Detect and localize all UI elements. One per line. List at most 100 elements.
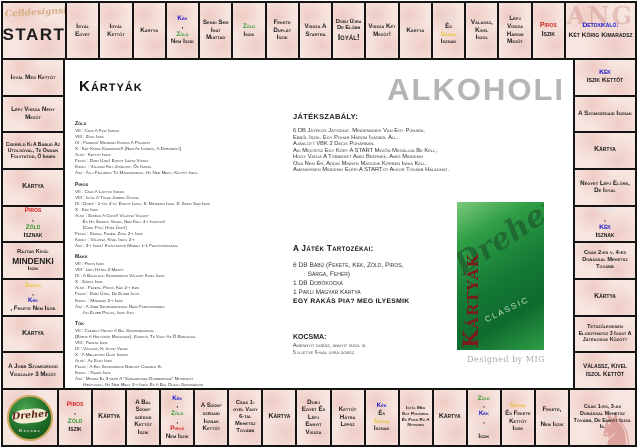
board-cell-right-8: Tetszőlegesen Eloszthatsz 3 Ivást A Játé…	[575, 317, 635, 352]
cell-text-segment: Lépj Vissza Három Mezőt	[506, 15, 524, 46]
cell-text-segment: ,	[176, 402, 179, 410]
cell-text-segment: Isznak	[23, 232, 43, 240]
card-rule-line: VII : Cserélj Helyet A Bal Szomszédoddal	[75, 327, 155, 333]
board-cell-bottom-9: Kettőt Hátra Lépsz	[332, 390, 364, 445]
board-cell-left-1: Igyál Még Kettőt	[3, 60, 63, 95]
board-cell-top-5: Senki Sem Ihat Miattad	[200, 3, 231, 58]
label-watermark: RANG	[566, 3, 634, 30]
cell-text-segment: Sárga	[25, 282, 41, 290]
board-cell-top-1: Igyál Egyet	[67, 3, 98, 58]
board-cell-top-12: Fehér És Sárga Isznak	[433, 3, 464, 58]
corner-start: Celldesignsite.hu START	[3, 3, 65, 58]
components-lines: 6 DB Bábú (Fekete, Kék, Zöld, Piros, Sár…	[293, 261, 509, 297]
card-rule-line: Király : Fehér Iszik	[75, 370, 111, 376]
board-cell-bottom-2: Kártya	[93, 390, 125, 445]
beer-brand-sub: Classic	[483, 294, 531, 325]
cell-text-segment: Kék	[177, 15, 188, 23]
cell-text-segment: Kártya	[22, 183, 44, 191]
cards-rules-block: Kártyák Zöld VII : Csak A Fiúk Isznak VIII…	[75, 66, 305, 405]
cell-text-segment: Kettőt Hátra Lépsz	[338, 406, 357, 429]
text-line: 1 Pakli Magyar Kártya	[293, 289, 361, 296]
board-cell-bottom-7: Kártya	[263, 390, 295, 445]
cell-text-segment: Fekete,	[542, 406, 562, 414]
card-rule-line: Király : Mindenki 2-t Iszik	[75, 297, 123, 303]
card-section-label: Tök	[75, 320, 85, 327]
card-rule-line: És Ha Smárol Veled, Nem Kell 4-t Innotok…	[75, 218, 166, 224]
card-rule-line: Király : Válassz, Kivel Iszol 2-t	[75, 237, 135, 242]
cell-text-segment: Senki Sem Ihat Miattad	[202, 19, 229, 42]
board-cell-right-3: Kártya	[575, 133, 635, 168]
text-line: 5 illetve 6-nál újra dobsz	[293, 350, 355, 357]
cell-text-segment: Négyet Lépj Előre, De Igyál	[580, 179, 630, 195]
cell-text-segment: A Bal Szom-szédod Kettőt Iszik	[134, 398, 152, 436]
board-cell-bottom-14: Sárga És Fekete Kettőt Iszik	[502, 390, 534, 445]
cell-text-segment: Két Körig Kimaradsz	[568, 31, 633, 39]
board-cell-right-2: A Szomszédaid Isznak	[575, 97, 635, 132]
pub-rule-lines: Amennyit dobsz, annyit iszol is. 5 illetv…	[293, 343, 509, 357]
card-rule-line: Felső : A Két Szomszédod Bábuját Cseréld…	[75, 364, 162, 370]
text-line: Sárga, Fehér)	[293, 271, 351, 278]
cell-text-segment: ,	[32, 289, 34, 297]
card-section-label: Piros	[75, 181, 89, 188]
cell-text-segment: Nem Iszik	[540, 421, 564, 429]
cell-text-segment: Kártya	[594, 293, 616, 301]
cell-text-segment: Zöld	[477, 394, 490, 402]
board-cell-bottom-1: Piros, Zöld Iszik	[59, 390, 91, 445]
board-cell-left-3: Cseréld Ki A Bábud Az Utolsóval, Te Onna…	[3, 133, 63, 168]
horse-watermark-icon: ♞	[595, 404, 635, 445]
board-cell-top-6: Zöld Iszik	[233, 3, 264, 58]
board-cell-top-11: Kártya	[400, 3, 431, 58]
cell-text-segment: Isznak	[373, 425, 390, 433]
cell-text-segment: Vissza A Startra	[304, 22, 327, 38]
board-cell-left-4: Kártya	[3, 170, 63, 205]
card-rule-line: (Csak Fiúk: Húzz Újat!)	[75, 224, 127, 230]
cell-text-segment: Fehér	[595, 207, 615, 215]
pub-rule-title: Kocsma:	[293, 334, 327, 341]
cell-text-segment: ,	[604, 215, 606, 223]
text-line: Amennyit dobsz, annyit iszol is.	[293, 343, 367, 349]
card-rule-line: VII : Csak A Fiúk Isznak	[75, 128, 120, 133]
cell-text-segment: Piros	[539, 21, 557, 29]
card-sections: Zöld VII : Csak A Fiúk Isznak VIII : Zöld …	[75, 121, 305, 400]
cell-text-segment: Igyál Még Kettőt	[10, 73, 56, 81]
cell-text-segment: Zöld	[242, 22, 256, 30]
cell-text-segment: Fehér	[544, 413, 560, 421]
cell-text-segment: Kék	[599, 224, 611, 231]
cell-text-segment: És Fekete Kettőt Iszik	[505, 409, 531, 433]
cell-text-segment: Iszik	[541, 30, 556, 38]
cell-text-segment: Zöld	[171, 409, 184, 417]
cell-text-segment: Kártya	[406, 26, 425, 34]
cell-text-segment: Piros	[170, 425, 185, 433]
board-cell-right-1: Kék Iszik Kettőt	[575, 60, 635, 95]
cell-text-segment: Kék	[376, 402, 387, 410]
cell-text-segment: Dobj Egyet És Lépj Ennyit Vissza	[301, 398, 326, 436]
game-title: ALKOHOLI	[387, 72, 565, 107]
board-cell-left-5: Piros, Zöld Isznak	[3, 207, 63, 242]
cell-text-segment: Kártya	[140, 26, 159, 34]
cell-text-segment: ,	[181, 22, 184, 30]
board-center: Kártyák Zöld VII : Csak A Fiúk Isznak VIII…	[65, 60, 573, 399]
cell-text-segment: Csak 1-es, 3-as Dobással Mehetsz Tovább,…	[573, 403, 632, 431]
text-line: 6 DB Bábú (Fekete, Kék, Zöld, Piros,	[293, 262, 404, 269]
board-top-row: Celldesignsite.hu START Igyál Egyet Igyál…	[3, 3, 635, 58]
cell-text-segment: Sárga	[373, 417, 390, 425]
corner-dice-rule: ♞ Csak 1-es, 3-as Dobással Mehetsz Továb…	[570, 390, 635, 445]
cell-text-segment: Kék	[599, 69, 611, 77]
corner-detox-text: Detoxikáló: Két Körig Kimaradsz	[568, 21, 632, 39]
card-rule-line: X : A Melletted Ülők Isznak	[75, 351, 128, 357]
board-left-column: Igyál Még Kettőt Lépj Vissza Négy Mezőt Cs…	[3, 60, 63, 388]
cell-text-segment: Iszik	[27, 265, 39, 272]
cell-text-segment: Cseréld Ki A Bábud Az Utolsóval, Te Onna…	[5, 141, 61, 160]
board-cell-top-9: Dobj Újra De Előbb Igyál!	[333, 3, 364, 58]
cell-text-segment: ,	[482, 417, 485, 425]
cell-text-segment: ,	[482, 402, 485, 410]
corner-detox: RANG Detoxikáló:Két Körig Kimaradsz	[566, 3, 635, 58]
card-rule-line: Alsó : Fekete, Piros, Kék 2-t Iszik	[75, 285, 140, 291]
start-label: START	[3, 25, 65, 45]
cell-text-segment: A Jobb Szomszédod Visszalép 3 Mezőt	[8, 363, 58, 378]
board-right-column: Kék Iszik Kettőt A Szomszédaid Isznak Kárt…	[575, 60, 635, 388]
card-rule-line: VIII : Igyál A Tőled Jobbra Ülővel	[75, 194, 140, 200]
corner-dice-text: Csak 1-es, 3-as Dobással Mehetsz Tovább,…	[572, 404, 633, 432]
board-cell-bottom-15: Fekete, Fehér Nem Iszik	[536, 390, 568, 445]
card-rule-line: Felső : Dobj Újra, De Előbb Igyál	[75, 291, 140, 297]
